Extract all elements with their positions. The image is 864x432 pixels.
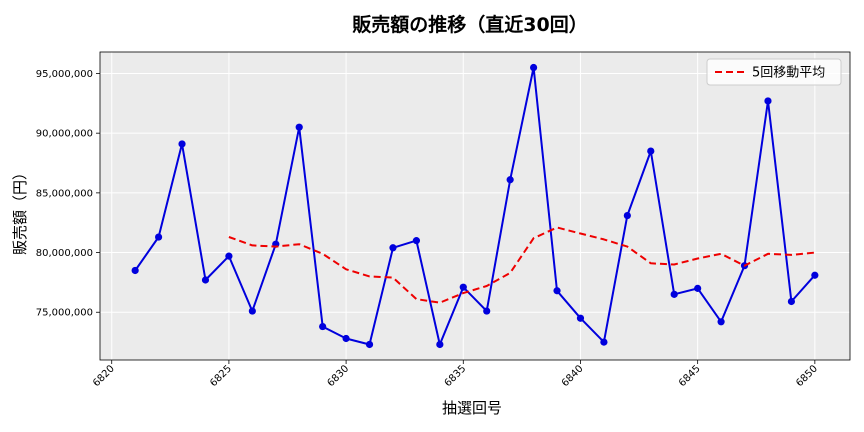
sales-point bbox=[365, 340, 374, 349]
y-tick-label: 95,000,000 bbox=[36, 69, 93, 80]
sales-point bbox=[623, 211, 631, 220]
sales-point bbox=[389, 244, 397, 252]
sales-point bbox=[459, 283, 467, 291]
legend-label: 5回移動平均 bbox=[752, 66, 825, 81]
x-axis-label: 抽選回号 bbox=[442, 399, 502, 417]
sales-point bbox=[319, 322, 327, 331]
sales-point bbox=[506, 176, 514, 184]
sales-point bbox=[764, 97, 772, 105]
sales-point bbox=[647, 147, 655, 155]
sales-point bbox=[225, 252, 233, 260]
sales-point bbox=[576, 314, 585, 322]
x-tick-label: 6845 bbox=[677, 363, 703, 389]
sales-point bbox=[670, 290, 678, 298]
x-tick-label: 6830 bbox=[325, 363, 351, 389]
x-tick-label: 6835 bbox=[443, 363, 469, 389]
sales-point bbox=[717, 318, 725, 326]
sales-point bbox=[154, 233, 163, 241]
sales-point bbox=[131, 266, 139, 275]
chart-title: 販売額の推移（直近30回） bbox=[352, 13, 587, 36]
x-tick-label: 6820 bbox=[91, 363, 117, 389]
legend-box bbox=[706, 58, 842, 86]
plot-area bbox=[100, 52, 850, 360]
sales-point bbox=[694, 284, 702, 292]
sales-point bbox=[483, 307, 491, 315]
sales-point bbox=[248, 307, 256, 315]
sales-point bbox=[178, 140, 186, 148]
sales-point bbox=[787, 297, 796, 306]
sales-point bbox=[811, 271, 819, 279]
sales-line bbox=[134, 66, 816, 346]
sales-point bbox=[201, 276, 210, 284]
sales-point bbox=[436, 340, 444, 349]
plot-frame bbox=[99, 51, 851, 361]
y-axis-label: 販売額（円） bbox=[11, 165, 29, 255]
sales-point bbox=[295, 123, 303, 131]
legend: 5回移動平均 bbox=[706, 58, 842, 86]
y-tick-label: 90,000,000 bbox=[36, 129, 93, 140]
y-tick-label: 80,000,000 bbox=[36, 248, 93, 259]
sales-point bbox=[529, 63, 538, 72]
y-tick-label: 75,000,000 bbox=[36, 308, 93, 319]
series-layer bbox=[131, 63, 819, 349]
y-tick-label: 85,000,000 bbox=[36, 188, 93, 199]
x-tick-label: 6825 bbox=[208, 363, 234, 389]
sales-point bbox=[553, 287, 561, 295]
sales-point bbox=[342, 334, 350, 343]
sales-point bbox=[600, 338, 608, 346]
x-tick-label: 6840 bbox=[560, 363, 586, 389]
x-tick-label: 6850 bbox=[794, 363, 820, 389]
sales-point bbox=[412, 237, 421, 245]
moving-average-line bbox=[228, 226, 815, 304]
